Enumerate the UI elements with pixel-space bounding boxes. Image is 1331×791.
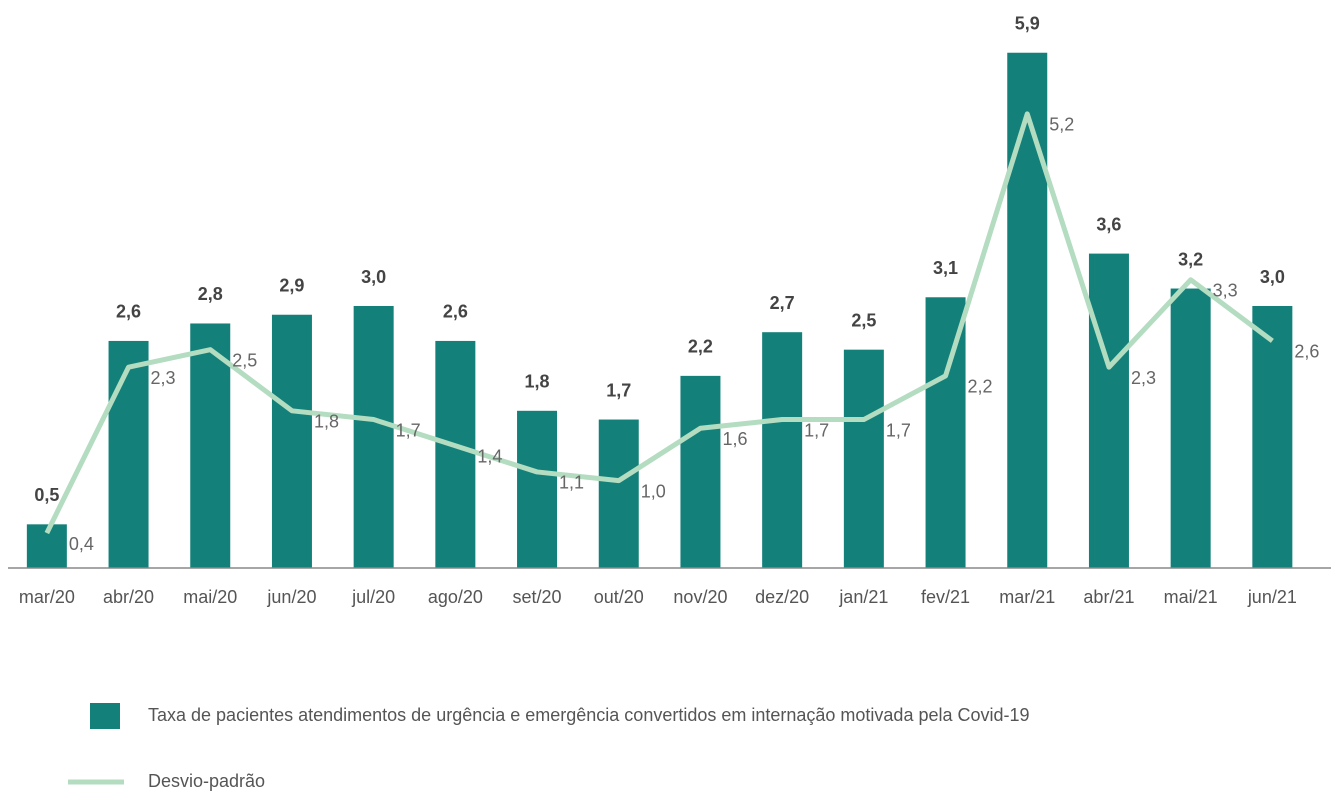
bar-value-label: 1,7 xyxy=(606,380,631,400)
bar-value-label: 3,0 xyxy=(361,267,386,287)
bar-value-label: 0,5 xyxy=(34,485,59,505)
line-value-label: 1,4 xyxy=(477,446,502,466)
line-value-label: 2,3 xyxy=(1131,368,1156,388)
bar-value-label: 2,7 xyxy=(770,293,795,313)
bar xyxy=(598,419,639,568)
bar xyxy=(1252,306,1293,568)
bar xyxy=(1170,288,1211,568)
line-value-label: 1,0 xyxy=(641,481,666,501)
line-value-label: 1,1 xyxy=(559,473,584,493)
bar xyxy=(843,349,884,568)
x-tick-label: abr/20 xyxy=(103,587,154,607)
legend-label: Taxa de pacientes atendimentos de urgênc… xyxy=(148,705,1030,725)
bar-value-label: 1,8 xyxy=(525,372,550,392)
line-value-label: 1,8 xyxy=(314,412,339,432)
x-tick-label: jul/20 xyxy=(351,587,395,607)
x-tick-label: mai/21 xyxy=(1164,587,1218,607)
bar xyxy=(1088,253,1129,568)
bar-value-label: 2,8 xyxy=(198,284,223,304)
bar xyxy=(435,340,476,568)
x-tick-label: ago/20 xyxy=(428,587,483,607)
x-tick-label: abr/21 xyxy=(1083,587,1134,607)
bar xyxy=(108,340,149,568)
bar xyxy=(925,297,966,568)
line-value-label: 2,3 xyxy=(151,368,176,388)
bar xyxy=(271,314,312,568)
x-tick-label: mar/21 xyxy=(999,587,1055,607)
bar-value-label: 3,0 xyxy=(1260,267,1285,287)
line-value-label: 2,6 xyxy=(1294,342,1319,362)
x-tick-label: jan/21 xyxy=(838,587,888,607)
bar xyxy=(680,375,721,568)
bar xyxy=(353,306,394,568)
bar xyxy=(517,410,558,568)
bar-value-label: 3,6 xyxy=(1096,214,1121,234)
line-value-label: 1,7 xyxy=(886,420,911,440)
bar-value-label: 3,1 xyxy=(933,258,958,278)
x-tick-label: dez/20 xyxy=(755,587,809,607)
x-tick-label: jun/21 xyxy=(1247,587,1297,607)
line-value-label: 1,7 xyxy=(804,420,829,440)
bar-value-label: 2,5 xyxy=(851,310,876,330)
x-tick-label: mar/20 xyxy=(19,587,75,607)
line-value-label: 0,4 xyxy=(69,534,94,554)
line-value-label: 5,2 xyxy=(1049,115,1074,135)
line-value-label: 3,3 xyxy=(1213,281,1238,301)
x-tick-label: mai/20 xyxy=(183,587,237,607)
x-tick-label: jun/20 xyxy=(266,587,316,607)
x-tick-label: fev/21 xyxy=(921,587,970,607)
legend-swatch xyxy=(90,703,120,729)
x-tick-label: set/20 xyxy=(513,587,562,607)
x-tick-label: out/20 xyxy=(594,587,644,607)
bar xyxy=(1007,52,1048,568)
line-value-label: 2,2 xyxy=(968,377,993,397)
legend-label: Desvio-padrão xyxy=(148,771,265,791)
bar xyxy=(762,332,803,568)
bar-value-label: 3,2 xyxy=(1178,249,1203,269)
bar-value-label: 2,9 xyxy=(279,275,304,295)
line-value-label: 1,7 xyxy=(396,420,421,440)
x-tick-label: nov/20 xyxy=(673,587,727,607)
bar-value-label: 2,6 xyxy=(443,302,468,322)
bar xyxy=(190,323,231,568)
line-value-label: 2,5 xyxy=(232,350,257,370)
bar-value-label: 2,2 xyxy=(688,337,713,357)
line-value-label: 1,6 xyxy=(722,429,747,449)
bar-value-label: 2,6 xyxy=(116,302,141,322)
bar-value-label: 5,9 xyxy=(1015,13,1040,33)
line xyxy=(44,111,1274,535)
